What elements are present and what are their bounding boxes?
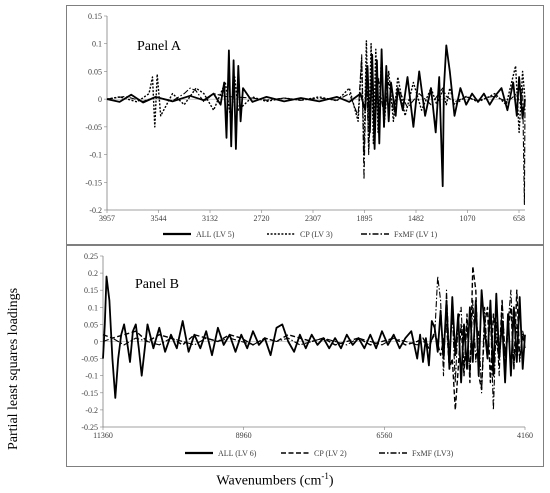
- panel-a-x-tick-label: 2307: [305, 214, 321, 223]
- panel-a-y-tick-label: -0.15: [85, 178, 102, 187]
- panel-b-y-tick-label: 0.2: [88, 269, 98, 278]
- panel-a-series-line-1: [106, 44, 526, 188]
- panel-a-x-tick-label: 658: [513, 214, 525, 223]
- panel-b-legend-label-3: FxMF (LV3): [412, 449, 454, 458]
- panel-a-x-tick-label: 3544: [151, 214, 167, 223]
- panel-a-frame: 0.15 0.1 0.05 0 -0.05 -0.1 -0.15 -0.2 3957 3544 31…: [66, 5, 544, 245]
- panel-a-y-tick-label: -0.1: [89, 151, 102, 160]
- panel-b-y-tick-label: 0.1: [88, 303, 98, 312]
- x-axis-label: Wavenumbers (cm-1): [0, 471, 550, 490]
- panel-a-series-line-2: [106, 40, 526, 156]
- panel-b-y-tick-label: -0.05: [81, 355, 98, 364]
- panel-b-x-tick-label: 8960: [236, 431, 252, 440]
- panel-b-x-tick-label: 4160: [517, 431, 533, 440]
- panel-a-title: Panel A: [137, 39, 182, 54]
- panel-b-y-tick-label: 0.25: [84, 252, 98, 261]
- panel-b-y-tick-label: -0.2: [85, 406, 98, 415]
- panel-b-y-tick-label: -0.25: [81, 423, 98, 432]
- x-axis-unit-superscript: -1: [321, 471, 329, 481]
- panel-b-chart: 0.25 0.2 0.15 0.1 0.05 0 -0.05 -0.1 -0.15 -0.2 -0.…: [81, 252, 533, 458]
- panel-a-x-tick-label: 1895: [357, 214, 373, 223]
- panel-a-y-tick-label: 0.15: [88, 12, 102, 21]
- panel-b-y-tick-label: 0.15: [84, 286, 98, 295]
- x-axis-label-close: ): [328, 473, 334, 489]
- x-axis-label-text: Wavenumbers (cm: [216, 473, 322, 489]
- panel-a-y-tick-label: 0: [98, 95, 102, 104]
- panel-a-legend-label-3: FxMF (LV 1): [394, 230, 437, 239]
- panel-b-y-tick-label: -0.1: [85, 372, 98, 381]
- panel-b-y-tick-label: -0.15: [81, 389, 98, 398]
- panel-a-y-tick-label: 0.05: [88, 67, 102, 76]
- panel-a-legend-label-1: ALL (LV 5): [196, 230, 235, 239]
- panel-a-x-tick-label: 1070: [460, 214, 476, 223]
- panel-a-y-tick-label: -0.05: [85, 123, 102, 132]
- panel-a-y-tick-label: 0.1: [92, 40, 102, 49]
- panel-b-frame: 0.25 0.2 0.15 0.1 0.05 0 -0.05 -0.1 -0.15 -0.2 -0.…: [66, 245, 544, 467]
- panel-a-y-tick-label: -0.2: [89, 206, 102, 215]
- panel-b-series-line-3: [102, 275, 526, 411]
- panel-a-x-tick-label: 3957: [99, 214, 115, 223]
- panel-b-legend-label-1: ALL (LV 6): [218, 449, 257, 458]
- panel-a-x-tick-label: 2720: [254, 214, 270, 223]
- panel-a-legend-label-2: CP (LV 3): [300, 230, 333, 239]
- panel-b-x-tick-label: 11360: [93, 431, 113, 440]
- panel-b-x-tick-label: 6560: [376, 431, 392, 440]
- panel-b-y-tick-label: 0: [94, 338, 98, 347]
- y-axis-label-text: Partial least squares loadings: [6, 287, 21, 450]
- panel-a-x-tick-label: 3132: [202, 214, 218, 223]
- y-axis-label: Partial least squares loadings: [6, 150, 24, 450]
- panel-a-series-line-3: [106, 54, 526, 206]
- panel-b-legend-label-2: CP (LV 2): [314, 449, 347, 458]
- panel-b-series-line-2: [102, 265, 526, 411]
- panel-b-y-tick-label: 0.05: [84, 320, 98, 329]
- panel-a-x-tick-label: 1482: [408, 214, 424, 223]
- panel-b-title: Panel B: [135, 277, 179, 292]
